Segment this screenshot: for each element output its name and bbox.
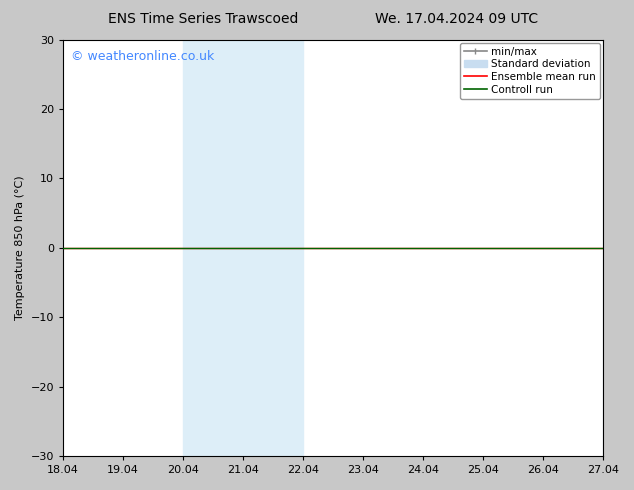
Y-axis label: Temperature 850 hPa (°C): Temperature 850 hPa (°C) [15,175,25,320]
Bar [183,40,303,456]
Bar [603,40,627,456]
Legend: min/max, Standard deviation, Ensemble mean run, Controll run: min/max, Standard deviation, Ensemble me… [460,43,600,99]
Text: ENS Time Series Trawscoed: ENS Time Series Trawscoed [108,12,298,26]
Text: We. 17.04.2024 09 UTC: We. 17.04.2024 09 UTC [375,12,538,26]
Text: © weatheronline.co.uk: © weatheronline.co.uk [71,50,214,63]
